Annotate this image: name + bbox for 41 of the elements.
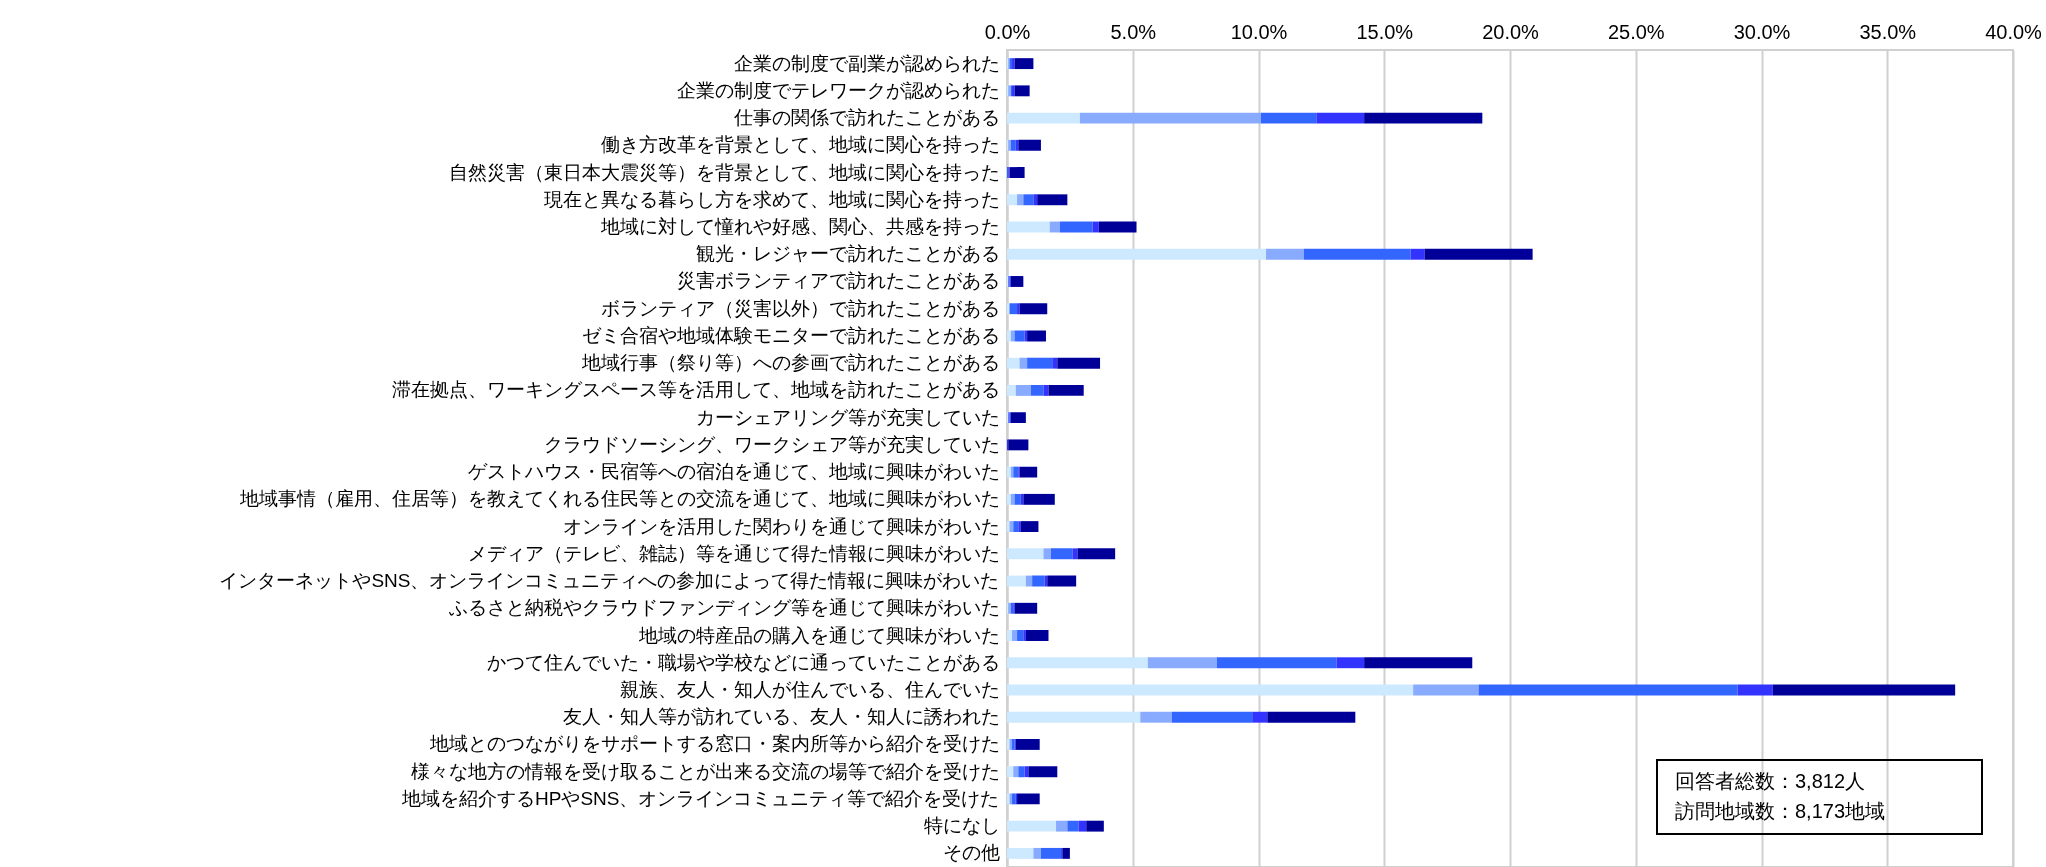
y-tick-label: かつて住んでいた・職場や学校などに通っていたことがある (486, 651, 1000, 673)
y-tick-label: 働き方改革を背景として、地域に関心を持った (600, 134, 1000, 156)
y-tick-label: 企業の制度で副業が認められた (733, 52, 1000, 74)
x-tick-label: 30.0% (1733, 20, 1791, 43)
y-tick-label: カーシェアリング等が充実していた (695, 406, 1000, 428)
annotation: 訪問地域数：8,173地域 (1675, 800, 1886, 822)
y-tick-label: ふるさと納税やクラウドファンディング等を通じて興味がわいた (447, 597, 1000, 619)
y-tick-label: 観光・レジャーで訪れたことがある (695, 243, 1000, 265)
y-tick-label: 滞在拠点、ワーキングスペース等を活用して、地域を訪れたことがある (391, 379, 1000, 401)
y-tick-label: 仕事の関係で訪れたことがある (732, 107, 1000, 129)
y-tick-label: インターネットやSNS、オンラインコミュニティへの参加によって得た情報に興味がわいた (219, 570, 1000, 592)
annotation: 回答者総数：3,812人 (1675, 770, 1866, 792)
y-tick-label: ボランティア（災害以外）で訪れたことがある (600, 297, 1000, 319)
x-tick-label: 0.0% (984, 20, 1031, 43)
y-tick-label: 親族、友人・知人が住んでいる、住んでいた (619, 678, 1000, 700)
y-tick-label: 災害ボランティアで訪れたことがある (676, 270, 1000, 292)
y-tick-label: 友人・知人等が訪れている、友人・知人に誘われた (562, 706, 1000, 728)
x-tick-label: 20.0% (1482, 20, 1540, 43)
x-tick-label: 5.0% (1110, 20, 1157, 43)
y-tick-label: 現在と異なる暮らし方を求めて、地域に関心を持った (543, 188, 1000, 210)
y-tick-label: 自然災害（東日本大震災等）を背景として、地域に関心を持った (448, 161, 1000, 183)
y-tick-label: メディア（テレビ、雑誌）等を通じて得た情報に興味がわいた (467, 542, 1000, 564)
y-tick-label: 企業の制度でテレワークが認められた (676, 79, 1000, 101)
y-tick-label: ゼミ合宿や地域体験モニターで訪れたことがある (581, 324, 1000, 346)
x-tick-label: 25.0% (1607, 20, 1665, 43)
x-tick-label: 15.0% (1356, 20, 1414, 43)
y-tick-label: 地域事情（雇用、住居等）を教えてくれる住民等との交流を通じて、地域に興味がわいた (238, 488, 1000, 510)
x-tick-label: 40.0% (1985, 20, 2043, 43)
y-tick-label: 地域行事（祭り等）への参画で訪れたことがある (580, 352, 1000, 374)
y-tick-label: 地域の特産品の購入を通じて興味がわいた (637, 624, 1000, 646)
y-tick-label: クラウドソーシング、ワークシェア等が充実していた (543, 433, 1000, 455)
y-tick-label: 特になし (923, 815, 1000, 837)
y-tick-label: ゲストハウス・民宿等への宿泊を通じて、地域に興味がわいた (467, 461, 1000, 483)
y-tick-label: 様々な地方の情報を受け取ることが出来る交流の場等で紹介を受けた (410, 760, 1000, 782)
y-tick-label: 地域とのつながりをサポートする窓口・案内所等から紹介を受けた (428, 733, 1000, 755)
y-tick-label: 地域を紹介するHPやSNS、オンラインコミュニティ等で紹介を受けた (401, 787, 1000, 809)
x-tick-label: 10.0% (1230, 20, 1288, 43)
y-tick-label: その他 (942, 842, 1000, 864)
y-tick-label: オンラインを活用した関わりを通じて興味がわいた (562, 515, 1000, 537)
x-tick-label: 35.0% (1859, 20, 1917, 43)
y-tick-label: 地域に対して憧れや好感、関心、共感を持った (599, 216, 1000, 238)
